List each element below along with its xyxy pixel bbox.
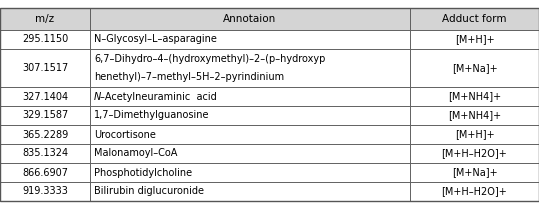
Text: N–Glycosyl–L–asparagine: N–Glycosyl–L–asparagine <box>94 34 217 45</box>
Bar <box>90 144 410 163</box>
Text: 835.1324: 835.1324 <box>22 149 68 158</box>
Bar <box>90 125 410 144</box>
Bar <box>0 8 90 30</box>
Bar <box>410 87 539 106</box>
Bar <box>90 106 410 125</box>
Bar <box>90 8 410 30</box>
Bar <box>410 163 539 182</box>
Bar <box>410 144 539 163</box>
Text: 866.6907: 866.6907 <box>22 167 68 177</box>
Text: 919.3333: 919.3333 <box>22 186 68 196</box>
Bar <box>90 49 410 87</box>
Text: [M+NH4]+: [M+NH4]+ <box>448 92 501 102</box>
Text: henethyl)–7–methyl–5H–2–pyrindinium: henethyl)–7–methyl–5H–2–pyrindinium <box>94 73 284 83</box>
Text: [M+Na]+: [M+Na]+ <box>452 63 497 73</box>
Bar <box>410 106 539 125</box>
Text: [M+H–H2O]+: [M+H–H2O]+ <box>441 149 507 158</box>
Text: 365.2289: 365.2289 <box>22 130 68 139</box>
Text: [M+H]+: [M+H]+ <box>455 34 494 45</box>
Bar <box>0 49 90 87</box>
Bar <box>0 182 90 201</box>
Text: Malonamoyl–CoA: Malonamoyl–CoA <box>94 149 177 158</box>
Text: [M+H]+: [M+H]+ <box>455 130 494 139</box>
Bar <box>90 30 410 49</box>
Text: m/z: m/z <box>36 14 54 24</box>
Bar <box>0 106 90 125</box>
Text: Annotaion: Annotaion <box>223 14 277 24</box>
Text: –Acetylneuraminic  acid: –Acetylneuraminic acid <box>100 92 217 102</box>
Bar <box>410 125 539 144</box>
Text: 327.1404: 327.1404 <box>22 92 68 102</box>
Text: 307.1517: 307.1517 <box>22 63 68 73</box>
Text: [M+H–H2O]+: [M+H–H2O]+ <box>441 186 507 196</box>
Text: [M+Na]+: [M+Na]+ <box>452 167 497 177</box>
Bar <box>0 125 90 144</box>
Text: Phosphotidylcholine: Phosphotidylcholine <box>94 167 192 177</box>
Bar <box>410 182 539 201</box>
Bar <box>0 87 90 106</box>
Text: Urocortisone: Urocortisone <box>94 130 156 139</box>
Bar <box>0 163 90 182</box>
Bar <box>410 49 539 87</box>
Bar <box>0 30 90 49</box>
Bar <box>90 182 410 201</box>
Text: 295.1150: 295.1150 <box>22 34 68 45</box>
Text: 6,7–Dihydro–4–(hydroxymethyl)–2–(p–hydroxyp: 6,7–Dihydro–4–(hydroxymethyl)–2–(p–hydro… <box>94 54 326 64</box>
Bar <box>90 87 410 106</box>
Text: Bilirubin diglucuronide: Bilirubin diglucuronide <box>94 186 204 196</box>
Text: [M+NH4]+: [M+NH4]+ <box>448 111 501 121</box>
Bar <box>90 163 410 182</box>
Bar <box>0 144 90 163</box>
Text: Adduct form: Adduct form <box>443 14 507 24</box>
Text: 329.1587: 329.1587 <box>22 111 68 121</box>
Bar <box>410 8 539 30</box>
Bar <box>410 30 539 49</box>
Text: N: N <box>94 92 101 102</box>
Text: 1,7–Dimethylguanosine: 1,7–Dimethylguanosine <box>94 111 210 121</box>
